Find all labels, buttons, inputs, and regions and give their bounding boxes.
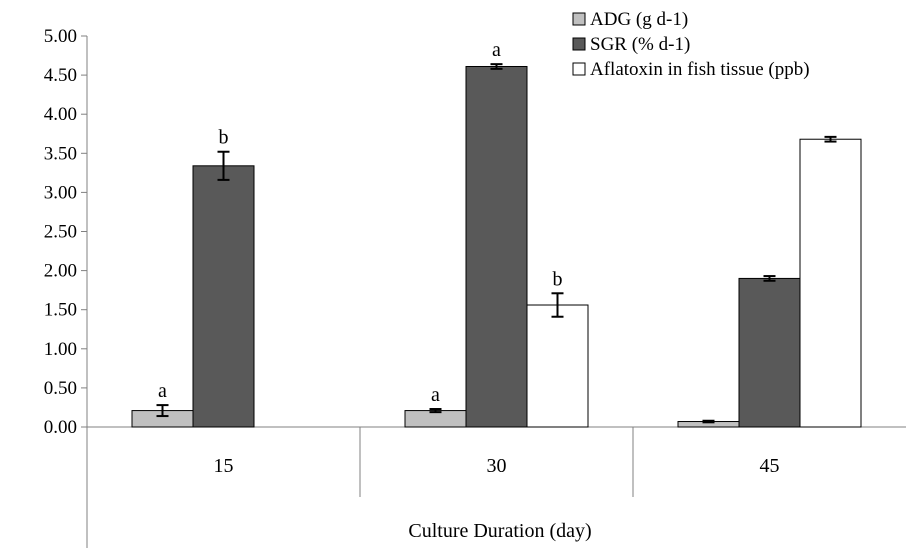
bar (465, 65, 528, 428)
significance-label: a (492, 39, 501, 61)
significance-label: a (158, 380, 167, 402)
legend-swatch (572, 62, 586, 76)
significance-label: b (219, 127, 229, 149)
y-tick-label: 2.50 (44, 222, 77, 243)
y-tick-label: 4.00 (44, 104, 77, 125)
legend-label: ADG (g d-1) (590, 9, 688, 30)
y-tick-label: 3.50 (44, 143, 77, 164)
x-tick-label: 15 (214, 455, 234, 477)
y-tick-label: 1.50 (44, 300, 77, 321)
x-tick-label: 30 (487, 455, 507, 477)
legend-swatch (572, 37, 586, 51)
y-tick-label: 3.00 (44, 182, 77, 203)
bar (526, 304, 589, 428)
y-tick-label: 5.00 (44, 26, 77, 47)
y-tick-label: 0.00 (44, 417, 77, 438)
y-tick-label: 1.00 (44, 339, 77, 360)
x-tick-label: 45 (760, 455, 780, 477)
significance-label: a (431, 384, 440, 406)
x-axis-label: Culture Duration (day) (408, 520, 591, 542)
plot-area: 0.00 0.50 1.00 1.50 2.00 2.50 3.00 3.50 4.00 4.50… (44, 26, 906, 548)
legend-swatch (572, 12, 586, 26)
y-tick-label: 2.00 (44, 261, 77, 282)
legend-label: SGR (% d-1) (590, 34, 690, 55)
y-tick-label: 0.50 (44, 378, 77, 399)
bar (799, 138, 862, 428)
bar (192, 165, 255, 428)
bar (738, 277, 801, 428)
legend: ADG (g d-1) SGR (% d-1) Aflatoxin in fish … (572, 9, 810, 80)
legend-label: Aflatoxin in fish tissue (ppb) (590, 59, 810, 80)
y-tick-label: 4.50 (44, 65, 77, 86)
significance-label: b (553, 268, 563, 290)
